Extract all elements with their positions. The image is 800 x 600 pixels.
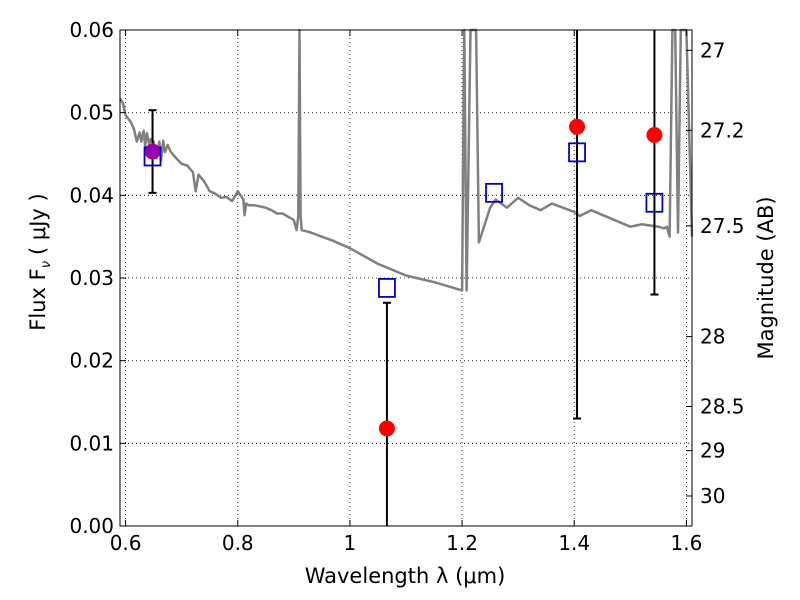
x-tick-label: 0.6 <box>110 531 142 555</box>
model-flux-point <box>485 182 503 203</box>
x-tick-label: 1.4 <box>558 531 590 555</box>
x-tick-label: 0.8 <box>222 531 254 555</box>
x-tick-label: 1.6 <box>670 531 702 555</box>
x-tick-label: 1.2 <box>446 531 478 555</box>
observed-flux-point <box>378 420 395 437</box>
y2-tick-label: 28.5 <box>700 395 745 419</box>
model-flux-point <box>568 142 586 163</box>
x-tick-label: 1 <box>344 531 357 555</box>
model-flux-point <box>378 278 396 298</box>
axis-ticks: 0.6 0.8 1 1.2 1.4 1.6 0.00 0.01 0.02 0.03 0.04 0.05… <box>69 18 744 555</box>
y2-tick-label: 30 <box>700 484 725 508</box>
y-tick-label: 0.04 <box>69 183 114 207</box>
y2-tick-label: 27 <box>700 38 725 62</box>
plot-frame <box>119 29 693 527</box>
observed-flux-point <box>646 126 663 143</box>
x-axis-label: Wavelength λ (μm) <box>305 564 506 588</box>
y2-axis-label: Magnitude (AB) <box>754 196 778 359</box>
overlap-point <box>145 144 161 160</box>
y-axis-label: Flux Fν( μJy ) <box>26 193 54 330</box>
grid <box>120 29 692 527</box>
y-tick-label: 0.06 <box>69 18 114 42</box>
y-tick-label: 0.02 <box>69 349 114 373</box>
model-spectrum-line <box>118 28 694 292</box>
y2-tick-label: 28 <box>700 325 725 349</box>
observed-flux-point <box>569 118 586 135</box>
y-tick-label: 0.03 <box>69 266 114 290</box>
y2-tick-label: 27.5 <box>700 214 745 238</box>
y2-tick-label: 29 <box>700 439 725 463</box>
model-flux-point <box>645 192 664 213</box>
y-tick-label: 0.00 <box>69 514 114 538</box>
data-marks <box>143 30 664 526</box>
y-tick-label: 0.05 <box>69 101 114 125</box>
y-tick-label: 0.01 <box>69 431 114 455</box>
y2-tick-label: 27.2 <box>700 118 745 142</box>
